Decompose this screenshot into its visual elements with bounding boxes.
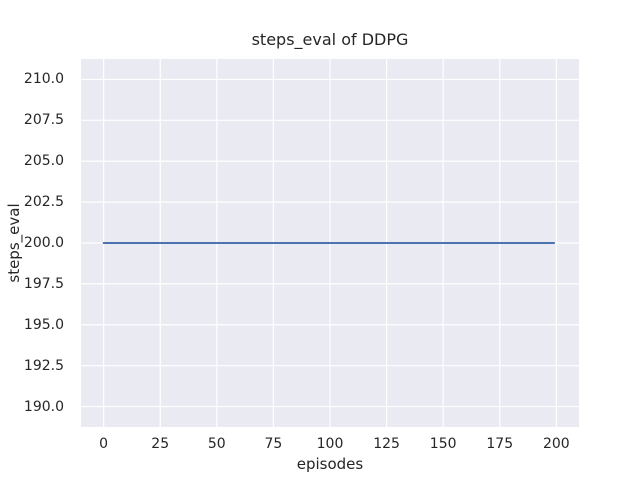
y-tick-label: 202.5: [23, 194, 64, 211]
x-tick-label: 200: [542, 436, 570, 452]
x-tick-label: 0: [99, 436, 109, 452]
y-tick-label: 210.0: [23, 71, 64, 88]
y-tick-label: 197.5: [23, 275, 64, 292]
x-tick-label: 100: [316, 436, 344, 452]
y-tick-label: 195.0: [23, 316, 64, 333]
y-tick-label: 190.0: [23, 398, 64, 415]
x-tick-label: 150: [429, 436, 457, 452]
line-chart-canvas: [81, 59, 579, 427]
x-tick-label: 75: [264, 436, 283, 452]
y-tick-label: 200.0: [23, 235, 64, 251]
y-tick-label: 192.5: [23, 357, 64, 374]
x-axis-label: episodes: [296, 455, 364, 473]
plot-area: [81, 59, 579, 427]
y-tick-label: 205.0: [23, 153, 64, 170]
y-tick-label: 207.5: [23, 112, 64, 129]
chart-title: steps_eval of DDPG: [251, 30, 409, 49]
x-tick-label: 25: [151, 436, 170, 452]
x-tick-label: 50: [207, 436, 226, 452]
x-tick-label: 175: [486, 436, 514, 452]
x-tick-label: 125: [373, 436, 400, 452]
